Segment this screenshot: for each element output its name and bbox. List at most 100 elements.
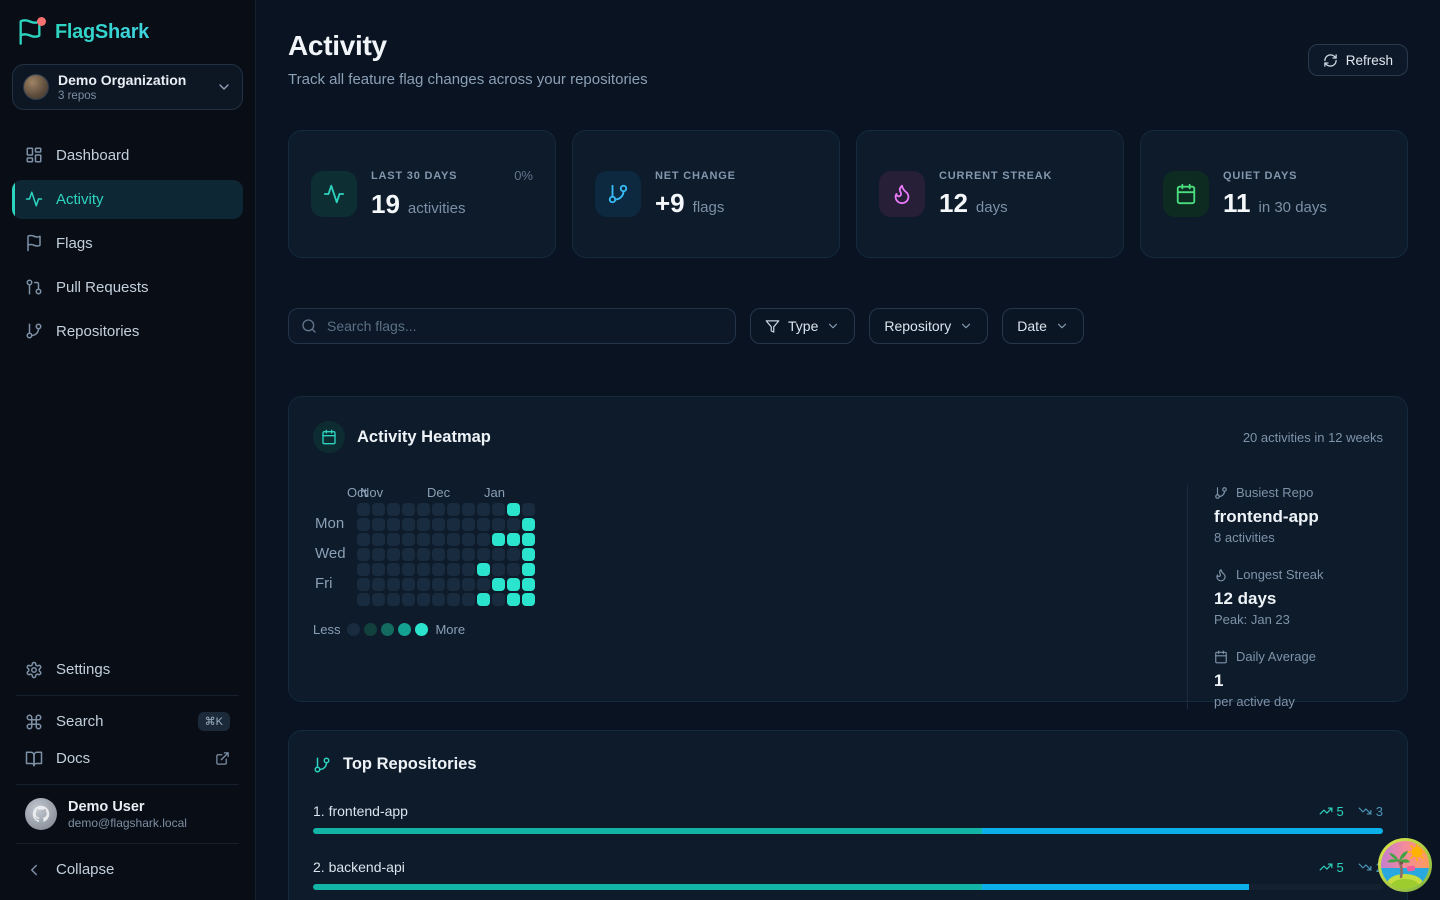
refresh-button[interactable]: Refresh bbox=[1307, 44, 1408, 76]
heatmap-cell[interactable] bbox=[477, 593, 490, 606]
heatmap-cell[interactable] bbox=[522, 563, 535, 576]
heatmap-cell[interactable] bbox=[447, 548, 460, 561]
heatmap-cell[interactable] bbox=[372, 518, 385, 531]
org-selector[interactable]: Demo Organization 3 repos bbox=[12, 64, 243, 110]
sidebar-item-flags[interactable]: Flags bbox=[12, 224, 243, 263]
heatmap-cell[interactable] bbox=[507, 578, 520, 591]
heatmap-cell[interactable] bbox=[492, 593, 505, 606]
heatmap-cell[interactable] bbox=[522, 578, 535, 591]
heatmap-cell[interactable] bbox=[402, 533, 415, 546]
heatmap-cell[interactable] bbox=[357, 578, 370, 591]
heatmap-cell[interactable] bbox=[387, 578, 400, 591]
heatmap-cell[interactable] bbox=[462, 593, 475, 606]
heatmap-cell[interactable] bbox=[387, 518, 400, 531]
user-menu[interactable]: Demo User demo@flagshark.local bbox=[12, 792, 243, 836]
heatmap-cell[interactable] bbox=[477, 578, 490, 591]
heatmap-cell[interactable] bbox=[357, 503, 370, 516]
heatmap-cell[interactable] bbox=[477, 518, 490, 531]
heatmap-cell[interactable] bbox=[522, 518, 535, 531]
heatmap-cell[interactable] bbox=[477, 503, 490, 516]
sidebar-item-settings[interactable]: Settings bbox=[12, 651, 243, 688]
heatmap-cell[interactable] bbox=[402, 548, 415, 561]
heatmap-cell[interactable] bbox=[432, 548, 445, 561]
date-filter-dropdown[interactable]: Date bbox=[1002, 308, 1084, 344]
heatmap-cell[interactable] bbox=[417, 593, 430, 606]
heatmap-cell[interactable] bbox=[507, 563, 520, 576]
heatmap-cell[interactable] bbox=[507, 593, 520, 606]
heatmap-cell[interactable] bbox=[402, 563, 415, 576]
heatmap-cell[interactable] bbox=[492, 578, 505, 591]
repository-filter-dropdown[interactable]: Repository bbox=[869, 308, 989, 344]
heatmap-cell[interactable] bbox=[357, 533, 370, 546]
heatmap-cell[interactable] bbox=[462, 533, 475, 546]
sidebar-item-dashboard[interactable]: Dashboard bbox=[12, 136, 243, 175]
heatmap-cell[interactable] bbox=[357, 518, 370, 531]
heatmap-cell[interactable] bbox=[462, 578, 475, 591]
heatmap-cell[interactable] bbox=[417, 563, 430, 576]
heatmap-cell[interactable] bbox=[372, 533, 385, 546]
heatmap-cell[interactable] bbox=[387, 533, 400, 546]
heatmap-cell[interactable] bbox=[387, 548, 400, 561]
heatmap-cell[interactable] bbox=[372, 578, 385, 591]
heatmap-cell[interactable] bbox=[507, 518, 520, 531]
heatmap-cell[interactable] bbox=[462, 563, 475, 576]
heatmap-cell[interactable] bbox=[417, 503, 430, 516]
heatmap-cell[interactable] bbox=[387, 563, 400, 576]
heatmap-cell[interactable] bbox=[477, 548, 490, 561]
heatmap-cell[interactable] bbox=[522, 593, 535, 606]
heatmap-cell[interactable] bbox=[507, 533, 520, 546]
heatmap-cell[interactable] bbox=[447, 578, 460, 591]
heatmap-cell[interactable] bbox=[372, 593, 385, 606]
heatmap-cell[interactable] bbox=[492, 533, 505, 546]
heatmap-cell[interactable] bbox=[417, 578, 430, 591]
heatmap-cell[interactable] bbox=[432, 518, 445, 531]
heatmap-cell[interactable] bbox=[492, 503, 505, 516]
heatmap-cell[interactable] bbox=[447, 593, 460, 606]
heatmap-cell[interactable] bbox=[402, 503, 415, 516]
heatmap-cell[interactable] bbox=[432, 593, 445, 606]
heatmap-cell[interactable] bbox=[492, 563, 505, 576]
heatmap-cell[interactable] bbox=[447, 563, 460, 576]
heatmap-cell[interactable] bbox=[447, 503, 460, 516]
heatmap-cell[interactable] bbox=[492, 518, 505, 531]
heatmap-cell[interactable] bbox=[357, 563, 370, 576]
heatmap-cell[interactable] bbox=[477, 533, 490, 546]
heatmap-cell[interactable] bbox=[387, 503, 400, 516]
heatmap-cell[interactable] bbox=[417, 548, 430, 561]
heatmap-cell[interactable] bbox=[432, 503, 445, 516]
heatmap-cell[interactable] bbox=[372, 563, 385, 576]
heatmap-cell[interactable] bbox=[462, 548, 475, 561]
type-filter-dropdown[interactable]: Type bbox=[750, 308, 856, 344]
heatmap-cell[interactable] bbox=[402, 518, 415, 531]
sidebar-collapse-button[interactable]: Collapse bbox=[12, 851, 243, 888]
heatmap-cell[interactable] bbox=[447, 518, 460, 531]
heatmap-cell[interactable] bbox=[507, 548, 520, 561]
search-input[interactable] bbox=[327, 318, 723, 334]
heatmap-cell[interactable] bbox=[447, 533, 460, 546]
heatmap-cell[interactable] bbox=[507, 503, 520, 516]
heatmap-cell[interactable] bbox=[432, 578, 445, 591]
heatmap-cell[interactable] bbox=[462, 503, 475, 516]
heatmap-cell[interactable] bbox=[522, 548, 535, 561]
heatmap-cell[interactable] bbox=[462, 518, 475, 531]
heatmap-cell[interactable] bbox=[387, 593, 400, 606]
sidebar-item-docs[interactable]: Docs bbox=[12, 740, 243, 777]
heatmap-cell[interactable] bbox=[357, 593, 370, 606]
heatmap-cell[interactable] bbox=[402, 578, 415, 591]
heatmap-cell[interactable] bbox=[432, 533, 445, 546]
heatmap-cell[interactable] bbox=[432, 563, 445, 576]
sidebar-item-activity[interactable]: Activity bbox=[12, 179, 243, 219]
heatmap-cell[interactable] bbox=[402, 593, 415, 606]
heatmap-cell[interactable] bbox=[372, 503, 385, 516]
sidebar-item-repositories[interactable]: Repositories bbox=[12, 312, 243, 351]
sidebar-item-search[interactable]: Search ⌘K bbox=[12, 703, 243, 740]
heatmap-cell[interactable] bbox=[477, 563, 490, 576]
heatmap-cell[interactable] bbox=[522, 503, 535, 516]
heatmap-cell[interactable] bbox=[372, 548, 385, 561]
heatmap-cell[interactable] bbox=[522, 533, 535, 546]
heatmap-cell[interactable] bbox=[417, 533, 430, 546]
heatmap-cell[interactable] bbox=[417, 518, 430, 531]
sidebar-item-pull-requests[interactable]: Pull Requests bbox=[12, 268, 243, 307]
heatmap-cell[interactable] bbox=[492, 548, 505, 561]
heatmap-cell[interactable] bbox=[357, 548, 370, 561]
